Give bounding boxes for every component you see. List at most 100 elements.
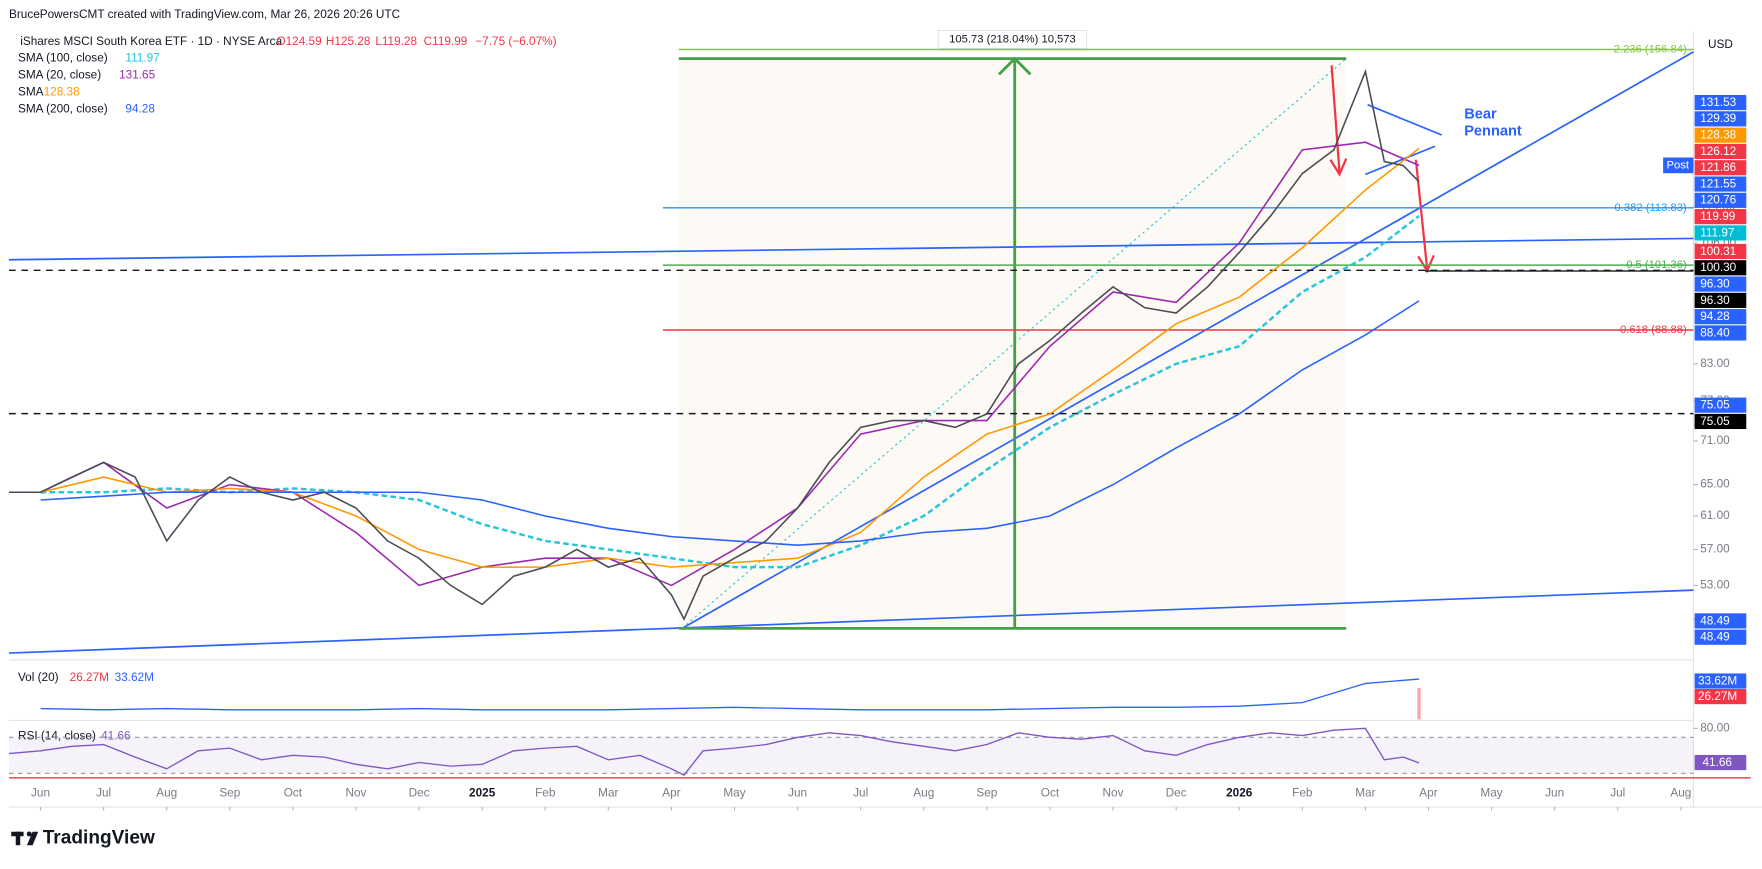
post-label: Post [1666,159,1689,171]
x-tick-label: Apr [1419,787,1437,800]
rsi-line [8,727,1420,776]
x-tick-label: Mar [598,787,618,800]
price-label: 48.49 [1700,631,1729,644]
price-label: 75.05 [1700,415,1730,428]
volume-label-box [1694,673,1747,689]
x-tick-label: Oct [1041,787,1060,800]
volume-title: Vol (20) [18,671,59,684]
brand-logo [11,831,39,846]
price-label: 100.30 [1700,261,1736,274]
post-badge [1663,157,1694,174]
volume-label: 26.27M [1698,690,1737,703]
x-tick-label: Nov [346,787,367,800]
x-tick-label: Feb [1292,787,1313,800]
price-label-box [1694,192,1747,208]
x-tick-label: Nov [1103,787,1124,800]
price-label: 96.30 [1700,294,1730,307]
ohlc-change: −7.75 (−6.07%) [475,35,556,48]
price-label-box [1694,309,1747,325]
volume-legend: 26.27M [70,671,109,684]
price-label-box [1694,143,1747,160]
x-tick-label: Mar [1355,787,1375,800]
x-tick-label: Apr [662,787,680,800]
price-label: 126.12 [1700,145,1736,158]
sma-line [40,147,1420,568]
x-tick-label: Jun [31,787,50,800]
rsi-tick-label: 80.00 [1700,721,1730,734]
x-tick-label: Dec [409,787,430,800]
y-tick-label: 83.00 [1700,357,1730,370]
volume-legend: 33.62M [115,671,154,684]
x-tick-label: Jul [96,787,111,800]
price-label-box [1694,243,1747,260]
x-tick-label: May [723,787,745,800]
fib-label: 0.5 (101.36) [1626,259,1687,271]
brand: TradingView [43,828,155,849]
price-label-box [1694,260,1747,276]
legend-name: SMA [18,85,44,98]
sma-line [40,300,1420,546]
price-label-box [1694,94,1747,111]
pennant-line [1367,103,1443,136]
price-label: 48.49 [1700,614,1729,627]
credit: BrucePowersCMT created with TradingView.… [9,8,401,21]
x-tick-label: Jun [788,787,807,800]
price-label: 94.28 [1700,310,1730,323]
measure-area [678,58,1347,629]
legend-name: SMA (200, close) [18,102,108,115]
legend-value: 128.38 [44,85,80,98]
ohlc-low: L119.28 [375,35,417,48]
fib-label: 0.382 (113.83) [1615,202,1687,214]
price-label-box [1694,292,1747,308]
volume-ma-line [40,678,1420,711]
price-label-box [1694,397,1747,413]
rsi-title: RSI (14, close) [18,729,96,742]
rsi-label-box [1694,754,1747,771]
x-tick-label: Aug [156,787,177,800]
sma-line [40,141,1420,587]
price-label-box [1694,629,1747,645]
price-label: 96.30 [1700,277,1730,290]
trend-line [8,589,1694,654]
x-tick-label: Sep [219,787,240,800]
price-label-box [1694,176,1747,192]
price-label-box [1694,127,1747,143]
price-label-box [1694,613,1747,629]
price-line [8,68,1420,621]
legend-value: 111.97 [125,52,159,65]
price-label-box [1694,276,1747,292]
x-tick-label: Jun [1545,787,1564,800]
currency: USD [1708,38,1733,51]
volume-label-box [1694,688,1747,705]
x-tick-label: 2025 [469,787,496,800]
volume-bar [1417,687,1421,720]
x-tick-label: Jul [1610,787,1625,800]
y-tick-label: 65.00 [1700,478,1730,491]
measure-box [937,29,1088,50]
sma-line [40,214,1420,569]
trend-line [681,51,1694,630]
y-tick-label: 53.00 [1700,579,1730,592]
price-label: 121.55 [1700,177,1736,190]
price-label: 75.05 [1700,399,1730,412]
price-label: 121.86 [1700,161,1736,174]
price-label: 111.97 [1700,226,1734,239]
price-label: 119.99 [1700,210,1735,223]
legend-value: 131.65 [119,69,155,82]
price-label-box [1694,111,1747,127]
fib-label: 0.618 (88.88) [1620,324,1687,336]
x-tick-label: Aug [1670,787,1691,800]
legend-name: SMA (20, close) [18,69,101,82]
price-label: 131.53 [1700,96,1736,109]
x-tick-label: Jul [853,787,868,800]
y-tick-label: 57.00 [1700,543,1730,556]
rsi-label: 41.66 [1702,756,1732,769]
pennant-line [1365,145,1436,176]
price-label-box [1694,160,1747,176]
price-label-box [1694,225,1747,241]
measure-tool [678,56,1347,630]
ohlc-high: H125.28 [326,35,371,48]
price-label: 88.40 [1700,326,1730,339]
ohlc-close: C119.99 [424,35,468,48]
